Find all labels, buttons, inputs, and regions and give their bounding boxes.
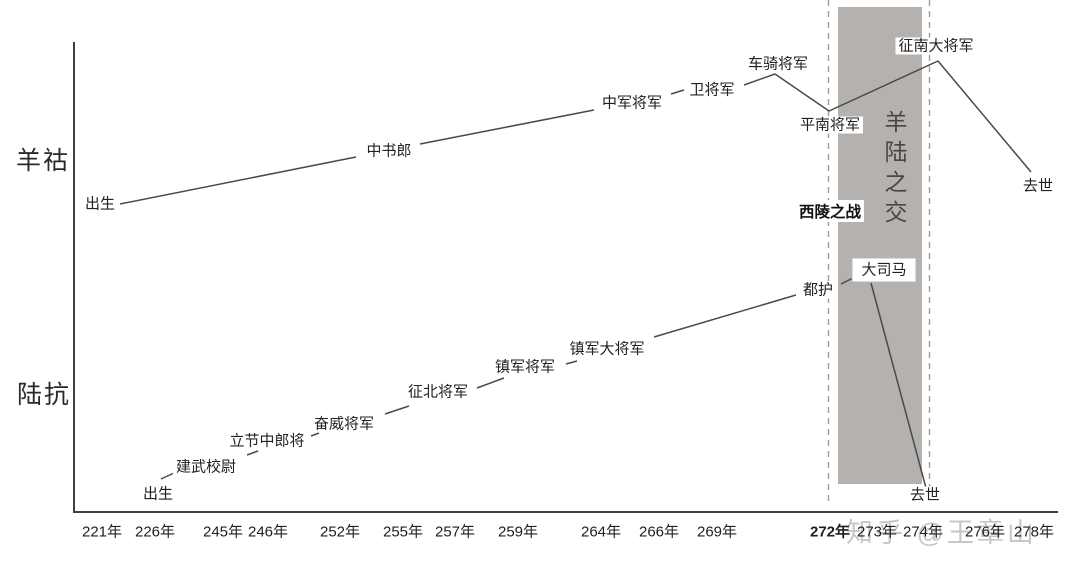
- x-tick-221: 221年: [81, 523, 123, 541]
- lukang-milestone-duhu: 都护: [799, 281, 837, 299]
- yanghu-milestone-cheqi: 车骑将军: [744, 55, 812, 73]
- x-tick-252: 252年: [319, 523, 361, 541]
- lukang-milestone-death: 去世: [906, 486, 944, 504]
- lukang-milestone-jianwu: 建武校尉: [172, 458, 240, 476]
- x-tick-259: 259年: [497, 523, 539, 541]
- lukang-milestone-zhenjun-da: 镇军大将军: [566, 340, 648, 358]
- x-tick-272: 272年: [809, 523, 851, 541]
- x-tick-257: 257年: [434, 523, 476, 541]
- yanghu-milestone-zhongshulang: 中书郎: [363, 142, 415, 160]
- battle-of-xiling-label: 西陵之战: [795, 200, 865, 222]
- x-tick-245: 245年: [202, 523, 244, 541]
- yanghu-milestone-zhengnan: 征南大将军: [895, 37, 977, 55]
- x-tick-255: 255年: [382, 523, 424, 541]
- x-tick-266: 266年: [638, 523, 680, 541]
- lukang-career-line: [160, 277, 927, 489]
- yanghu-milestone-zhongjun: 中军将军: [598, 94, 666, 112]
- x-tick-273: 273年: [856, 523, 898, 541]
- yanghu-milestone-death: 去世: [1019, 177, 1057, 195]
- zhihu-watermark: 知乎 @王章山: [846, 518, 1037, 548]
- x-tick-246: 246年: [247, 523, 289, 541]
- lukang-milestone-lijie: 立节中郎将: [226, 432, 308, 450]
- x-tick-276: 276年: [964, 523, 1006, 541]
- friendship-band: [838, 7, 922, 484]
- lukang-milestone-zhenjun: 镇军将军: [491, 358, 559, 376]
- category-label-yanghu: 羊祜: [15, 147, 71, 175]
- x-tick-278: 278年: [1013, 523, 1055, 541]
- lukang-milestone-fenwei: 奋威将军: [310, 415, 378, 433]
- lukang-milestone-dasima: 大司马: [851, 257, 917, 283]
- x-tick-226: 226年: [134, 523, 176, 541]
- yanghu-milestone-birth: 出生: [81, 195, 119, 213]
- yanghu-milestone-weijiangjun: 卫将军: [686, 81, 738, 99]
- lukang-milestone-birth: 出生: [139, 485, 177, 503]
- lukang-milestone-zhengbei: 征北将军: [404, 383, 472, 401]
- category-label-lukang: 陆抗: [16, 381, 72, 409]
- x-tick-269: 269年: [696, 523, 738, 541]
- x-tick-264: 264年: [580, 523, 622, 541]
- x-tick-274: 274年: [902, 523, 944, 541]
- yanghu-milestone-pingnan: 平南将军: [796, 116, 864, 134]
- yang-lu-friendship-label: 羊陆之交: [881, 110, 906, 230]
